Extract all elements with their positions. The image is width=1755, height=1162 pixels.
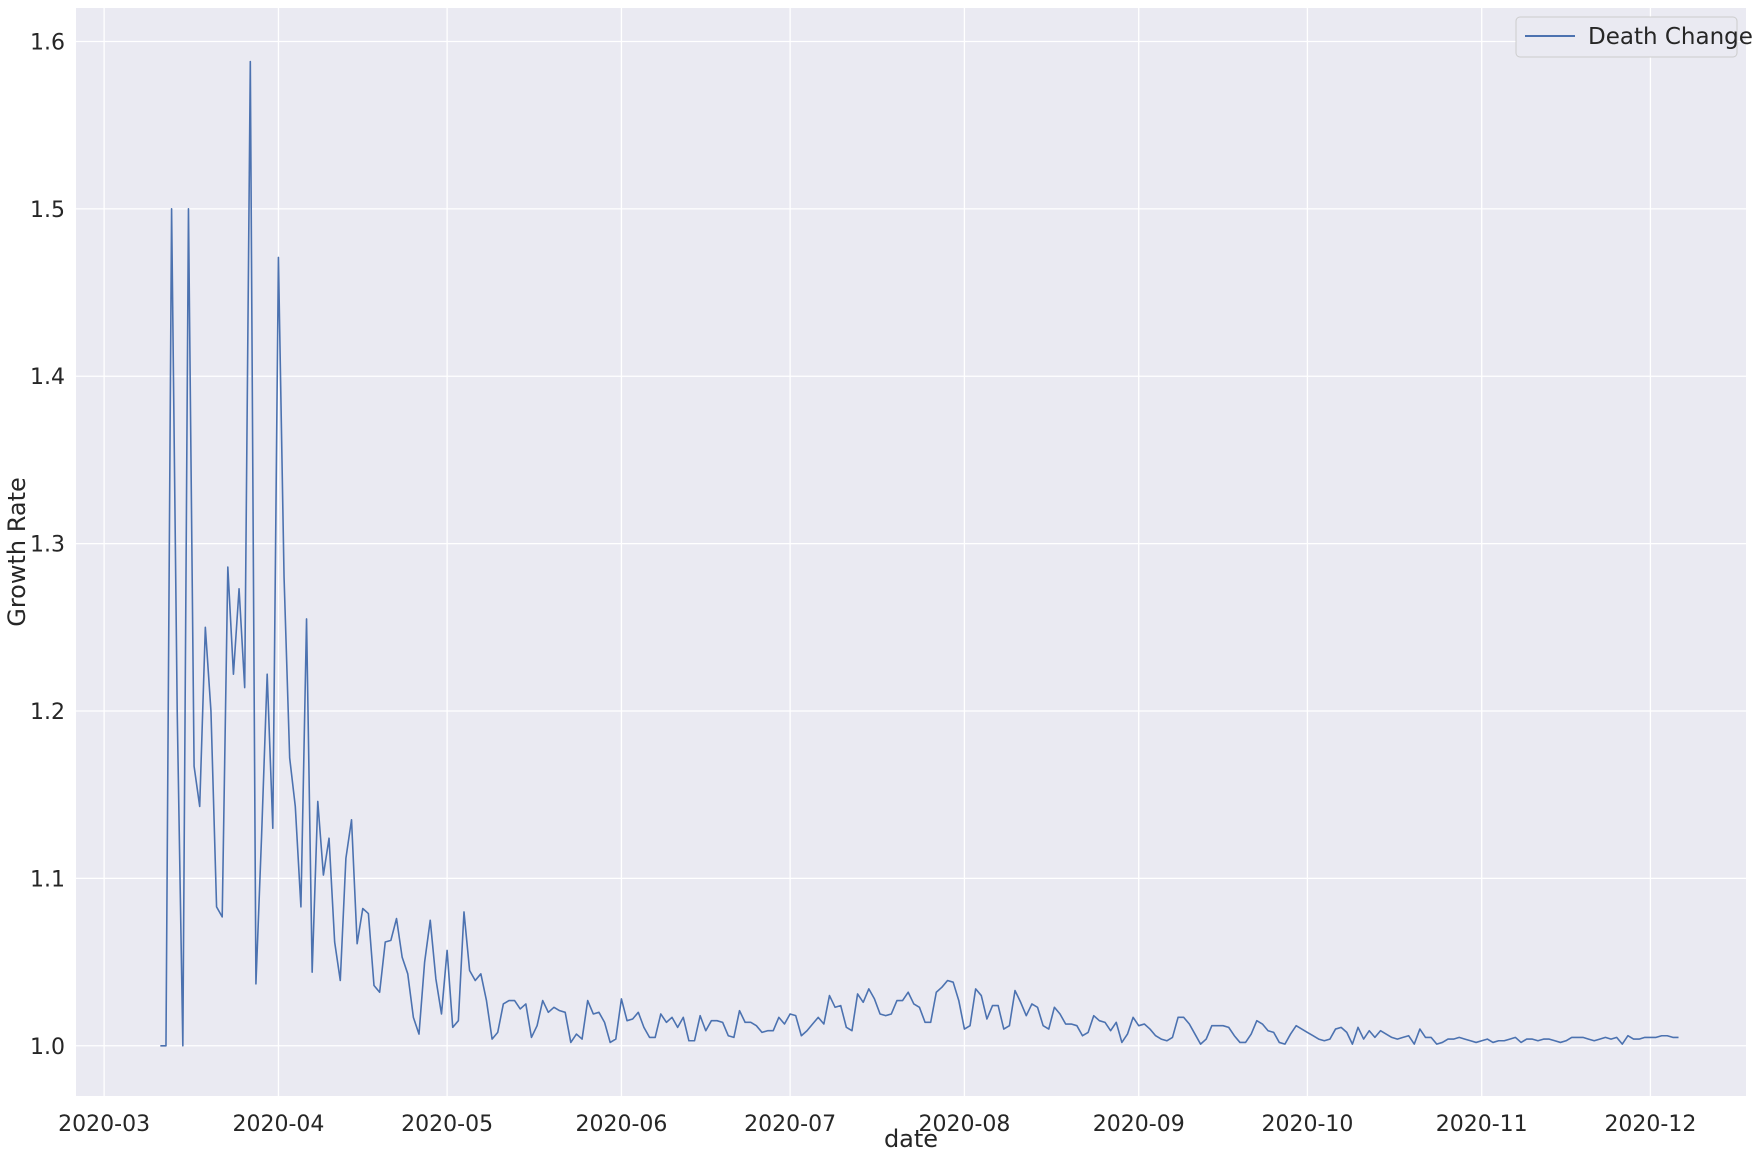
y-tick-label: 1.3 xyxy=(30,533,65,558)
series-line-death-change xyxy=(160,60,1679,1047)
x-tick-label: 2020-04 xyxy=(232,1112,324,1137)
y-axis-label: Growth Rate xyxy=(3,477,31,627)
y-gridlines xyxy=(76,40,1746,1047)
y-tick-label: 1.5 xyxy=(30,198,65,223)
plot-area xyxy=(76,8,1746,1096)
x-tick-label: 2020-11 xyxy=(1436,1112,1528,1137)
y-tick-label: 1.0 xyxy=(30,1035,65,1060)
y-tick-label: 1.4 xyxy=(30,365,65,390)
x-tick-label: 2020-08 xyxy=(918,1112,1010,1137)
x-axis-label: date xyxy=(884,1125,938,1153)
y-tick-label: 1.1 xyxy=(30,867,65,892)
series-layer xyxy=(160,60,1679,1047)
legend-label: Death Change xyxy=(1588,24,1753,50)
legend-box xyxy=(1515,16,1738,58)
x-gridlines xyxy=(103,8,1652,1096)
x-tick-label: 2020-05 xyxy=(401,1112,493,1137)
x-tick-label: 2020-03 xyxy=(58,1112,150,1137)
y-tick-labels: 1.0 1.1 1.2 1.3 1.4 1.5 1.6 xyxy=(30,30,65,1059)
x-tick-label: 2020-07 xyxy=(744,1112,836,1137)
x-tick-labels: 2020-03 2020-04 2020-05 2020-06 2020-07 2020-… xyxy=(58,1112,1696,1137)
y-tick-label: 1.2 xyxy=(30,700,65,725)
x-tick-label: 2020-09 xyxy=(1093,1112,1185,1137)
x-tick-label: 2020-12 xyxy=(1604,1112,1696,1137)
y-tick-label: 1.6 xyxy=(30,30,65,55)
x-tick-label: 2020-10 xyxy=(1261,1112,1353,1137)
legend: Death Change xyxy=(1515,16,1753,58)
x-tick-label: 2020-06 xyxy=(575,1112,667,1137)
